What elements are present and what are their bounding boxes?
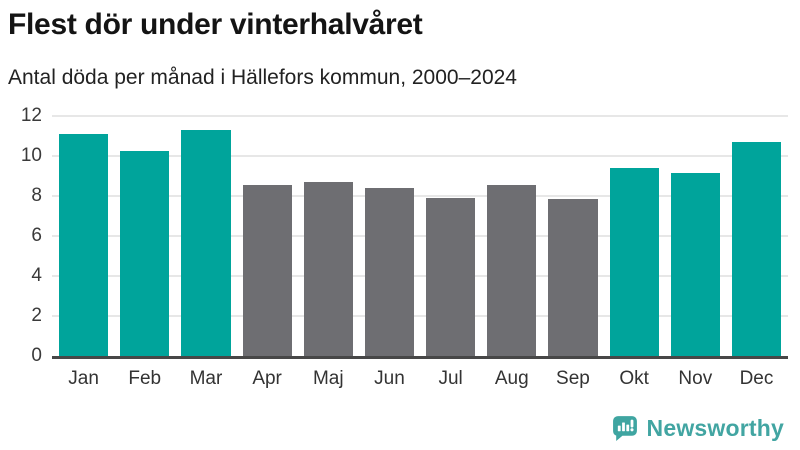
newsworthy-logo: Newsworthy (611, 414, 784, 442)
plot-column: Jan Feb Mar Apr Maj Jun Jul Aug Sep Okt Nov Dec (52, 114, 788, 390)
gridline-10 (52, 154, 788, 157)
x-tick-label-jul: Jul (438, 367, 463, 389)
bar-okt (609, 167, 659, 356)
x-tick-label-okt: Okt (619, 367, 649, 389)
x-tick-label-jan: Jan (68, 367, 99, 389)
bar-dec (731, 141, 782, 356)
x-tick-label-feb: Feb (128, 367, 162, 389)
x-tick-label-aug: Aug (494, 367, 529, 389)
chart-subtitle: Antal döda per månad i Hällefors kommun,… (8, 65, 517, 89)
bar-jul (426, 197, 476, 356)
x-tick-label-sep: Sep (556, 367, 590, 389)
bar-chart: 0 2 4 6 8 10 12 Jan Feb Mar Apr Maj Jun Jul Aug Sep Okt… (8, 105, 788, 390)
x-tick-label-nov: Nov (678, 367, 713, 389)
bar-jan (59, 133, 109, 356)
x-tick-label-apr: Apr (252, 367, 282, 389)
bar-sep (548, 198, 598, 356)
bar-maj (303, 181, 353, 356)
bar-feb (120, 150, 170, 356)
newsworthy-wordmark: Newsworthy (646, 414, 784, 441)
y-tick-label-4: 4 (31, 264, 42, 286)
gridline-6 (52, 234, 788, 237)
bar-jun (364, 187, 415, 356)
x-tick-label-dec: Dec (739, 367, 774, 389)
y-tick-label-2: 2 (31, 304, 42, 326)
bar-nov (670, 172, 720, 356)
bar-apr (242, 184, 292, 356)
x-tick-label-maj: Maj (312, 367, 344, 389)
gridline-4 (52, 274, 788, 277)
y-tick-label-8: 8 (31, 184, 42, 206)
y-tick-label-6: 6 (31, 224, 42, 246)
newsworthy-speech-bubble-icon (612, 416, 637, 441)
y-axis: 0 2 4 6 8 10 12 (8, 105, 52, 366)
gridline-8 (52, 194, 788, 197)
x-tick-label-jun: Jun (374, 367, 405, 389)
bar-mar (181, 129, 231, 356)
x-axis: Jan Feb Mar Apr Maj Jun Jul Aug Sep Okt Nov Dec (52, 359, 788, 390)
chart-title: Flest dör under vinterhalvåret (8, 8, 423, 41)
bar-aug (487, 184, 537, 356)
gridline-12 (52, 114, 788, 117)
plot-area (52, 114, 788, 359)
y-tick-label-10: 10 (20, 144, 42, 166)
bars-container (52, 116, 788, 356)
gridline-2 (52, 314, 788, 317)
y-tick-label-12: 12 (20, 104, 42, 126)
x-tick-label-mar: Mar (189, 367, 223, 389)
y-tick-label-0: 0 (31, 344, 42, 366)
